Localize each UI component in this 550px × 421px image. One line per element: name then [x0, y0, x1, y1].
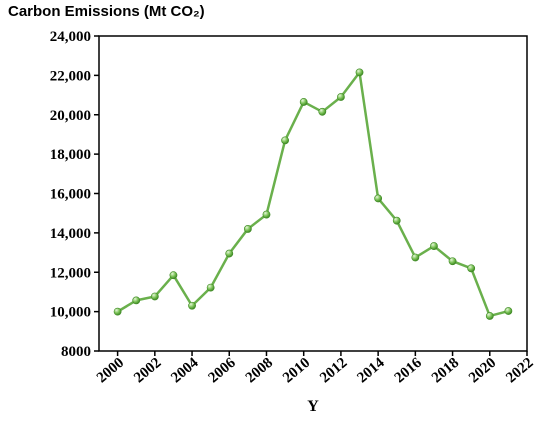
data-point — [411, 253, 420, 262]
data-point — [504, 307, 513, 315]
data-point — [392, 216, 401, 225]
y-tick-label: 20,000 — [50, 108, 91, 124]
y-tick-label: 24,000 — [50, 29, 91, 45]
y-tick-label: 10,000 — [50, 305, 91, 321]
data-point — [132, 296, 141, 305]
x-tick-label: 2006 — [206, 354, 240, 386]
data-point — [485, 312, 494, 320]
data-point — [262, 210, 271, 219]
data-point — [113, 307, 122, 316]
y-tick-label: 16,000 — [50, 187, 91, 203]
series-line — [116, 71, 509, 318]
data-point — [355, 68, 364, 77]
data-point — [299, 98, 308, 106]
data-point — [206, 283, 215, 292]
y-tick-label: 8000 — [61, 344, 91, 360]
data-point — [337, 93, 345, 101]
y-tick-label: 22,000 — [50, 68, 91, 84]
data-point — [243, 225, 252, 233]
plot-frame — [98, 35, 528, 352]
x-tick-label: 2002 — [131, 355, 164, 387]
x-tick-label: 2004 — [168, 354, 202, 386]
x-tick-label: 2010 — [280, 355, 313, 387]
data-point — [318, 107, 327, 116]
data-point — [467, 264, 476, 273]
x-tick-label: 2014 — [354, 354, 388, 386]
data-point — [448, 257, 457, 266]
x-tick-label: 2018 — [429, 355, 462, 387]
x-tick-label: 2022 — [503, 355, 536, 387]
x-tick-label: 2020 — [466, 355, 499, 387]
x-tick-label: 2000 — [94, 355, 127, 387]
data-point — [188, 301, 196, 310]
y-axis-label: Carbon Emissions (Mt CO₂) — [8, 3, 205, 20]
y-tick-label: 18,000 — [50, 147, 91, 163]
data-point — [169, 271, 178, 280]
data-point — [150, 292, 159, 301]
x-tick-label: 2008 — [243, 355, 276, 387]
data-point — [430, 242, 438, 250]
y-tick-label: 14,000 — [50, 226, 91, 242]
data-point — [281, 136, 289, 145]
x-tick-label: 2016 — [392, 354, 426, 386]
x-tick-label: 2012 — [317, 355, 350, 387]
x-axis-label: Y — [307, 398, 319, 415]
y-tick-label: 12,000 — [50, 265, 91, 281]
data-point — [225, 249, 234, 258]
data-point — [374, 194, 383, 203]
